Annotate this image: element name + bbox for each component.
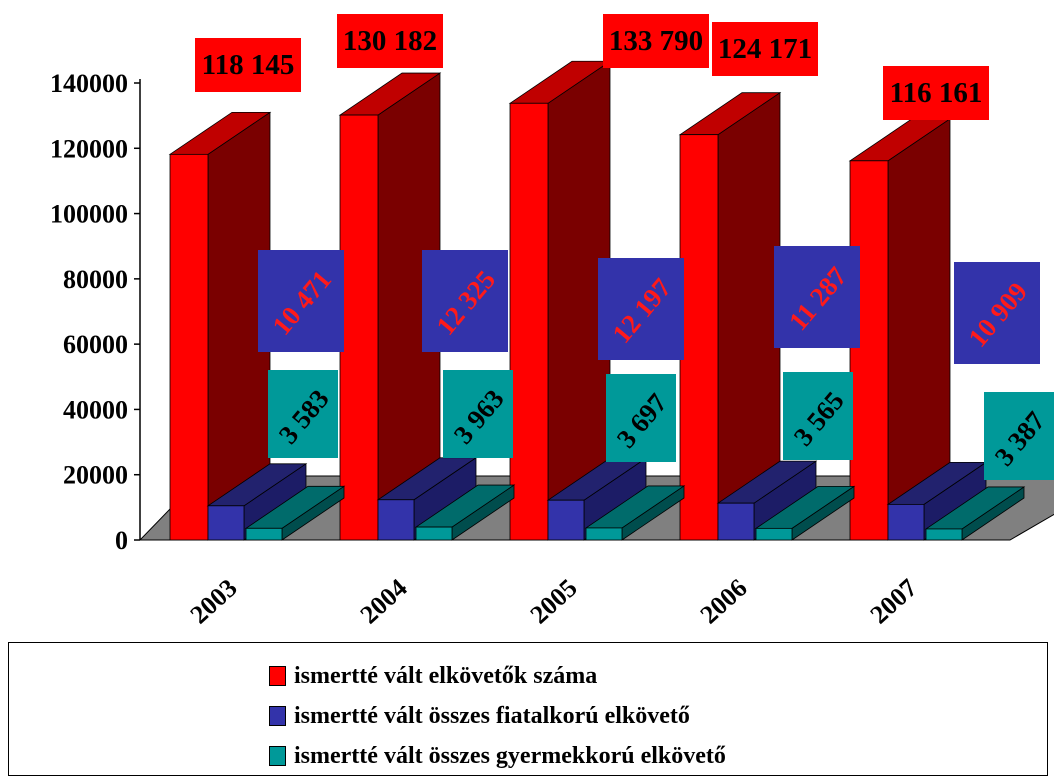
data-label-box-teal (783, 372, 853, 460)
data-label-box-red (195, 38, 301, 92)
bar-teal-front (585, 527, 623, 541)
data-label-box-blue (774, 246, 860, 348)
bar-blue-front (717, 502, 755, 541)
bar-blue-front (887, 503, 925, 541)
legend-label-elkovetok: ismertté vált elkövetők száma (294, 662, 598, 689)
y-tick-label: 0 (115, 526, 128, 555)
data-label-box-red (883, 66, 989, 120)
bar-teal-front (245, 527, 283, 541)
data-label-box-teal (606, 374, 676, 462)
legend-item-gyermekkoru: ismertté vált összes gyermekkorú elkövet… (269, 741, 726, 771)
bar-red-front (169, 153, 209, 541)
bar-teal-front (415, 526, 453, 541)
chart-legend: ismertté vált elkövetők száma ismertté v… (8, 642, 1048, 776)
x-tick-label: 2004 (355, 573, 413, 629)
legend-label-gyermekkoru: ismertté vált összes gyermekkorú elkövet… (294, 742, 726, 769)
legend-item-fiatalkoru: ismertté vált összes fiatalkorú elkövető (269, 701, 690, 731)
bar-teal (414, 484, 516, 541)
data-label-box-blue (258, 250, 344, 352)
data-label-box-blue (422, 250, 508, 352)
bar-red (338, 72, 442, 541)
bar-red-front (849, 160, 889, 541)
bar-teal (754, 485, 856, 541)
x-tick-label: 2005 (525, 573, 583, 629)
legend-swatch-red (269, 666, 286, 686)
data-label-box-teal (268, 370, 338, 458)
bar-teal (584, 485, 686, 541)
bar-blue-front (547, 499, 585, 541)
bar-blue-front (377, 499, 415, 541)
data-label-box-red (603, 14, 709, 68)
data-label-box-blue (598, 258, 684, 360)
bar-red (508, 60, 612, 541)
y-tick-label: 80000 (63, 265, 128, 294)
y-tick-label: 40000 (63, 395, 128, 424)
data-label-red: 116 161 (890, 77, 983, 109)
legend-swatch-blue (269, 706, 286, 726)
x-tick-label: 2007 (865, 573, 923, 629)
data-label-box-teal (443, 370, 513, 458)
x-tick-label: 2003 (185, 573, 243, 629)
data-label-box-red (712, 22, 818, 76)
y-tick-label: 60000 (63, 330, 128, 359)
y-tick-label: 100000 (50, 200, 128, 229)
bar-blue-front (207, 505, 245, 541)
bar-red (168, 111, 272, 541)
y-tick-label: 120000 (50, 134, 128, 163)
data-label-box-red (337, 14, 443, 68)
data-label-box-blue (954, 262, 1040, 364)
chart-area: 0 20000 40000 60000 80000 100000 120000 140000 2… (50, 14, 1054, 629)
y-tick-label: 20000 (63, 461, 128, 490)
data-label-red: 118 145 (202, 49, 295, 81)
x-tick-label: 2006 (695, 573, 753, 629)
legend-item-elkovetok: ismertté vált elkövetők száma (269, 661, 597, 691)
data-label-red: 133 790 (609, 25, 703, 57)
bar-red (848, 118, 952, 541)
legend-label-fiatalkoru: ismertté vált összes fiatalkorú elkövető (294, 702, 690, 729)
bar-teal (244, 485, 346, 541)
bar-teal-front (755, 527, 793, 541)
bar-teal-front (925, 528, 963, 541)
legend-swatch-teal (269, 746, 286, 766)
bar-red-front (679, 134, 719, 541)
data-label-red: 130 182 (343, 25, 437, 57)
bar-teal (924, 486, 1026, 541)
data-label-box-teal (984, 392, 1054, 480)
bar-red (678, 91, 782, 541)
bar-red-front (339, 114, 379, 541)
data-label-red: 124 171 (718, 33, 812, 65)
y-tick-label: 140000 (50, 69, 128, 98)
bar-red-front (509, 102, 549, 541)
